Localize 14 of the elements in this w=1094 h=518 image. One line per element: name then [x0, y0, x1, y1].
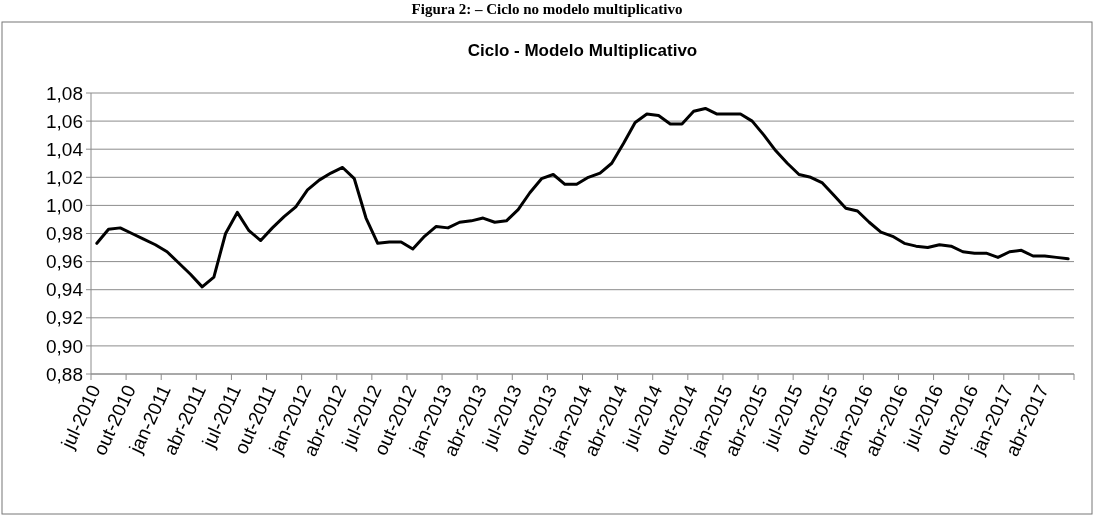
y-tick-label: 0,92: [46, 307, 83, 329]
y-tick-label: 0,96: [46, 251, 83, 273]
y-tick-label: 1,06: [46, 110, 83, 132]
y-tick-label: 0,90: [46, 335, 83, 357]
y-tick-label: 0,98: [46, 223, 83, 245]
text: Figura 2: – Ciclo no modelo multiplicativo: [411, 1, 683, 17]
line-series: [95, 106, 1070, 289]
y-tick-label: 1,02: [46, 166, 83, 188]
chart-title: Ciclo - Modelo Multiplicativo: [467, 41, 698, 60]
y-tick-label: 1,00: [46, 195, 83, 217]
y-tick-label: 1,08: [46, 82, 83, 104]
y-tick-label: 0,94: [46, 279, 84, 301]
y-tick-label: 1,04: [46, 138, 84, 160]
y-tick-label: 0,88: [46, 363, 83, 385]
